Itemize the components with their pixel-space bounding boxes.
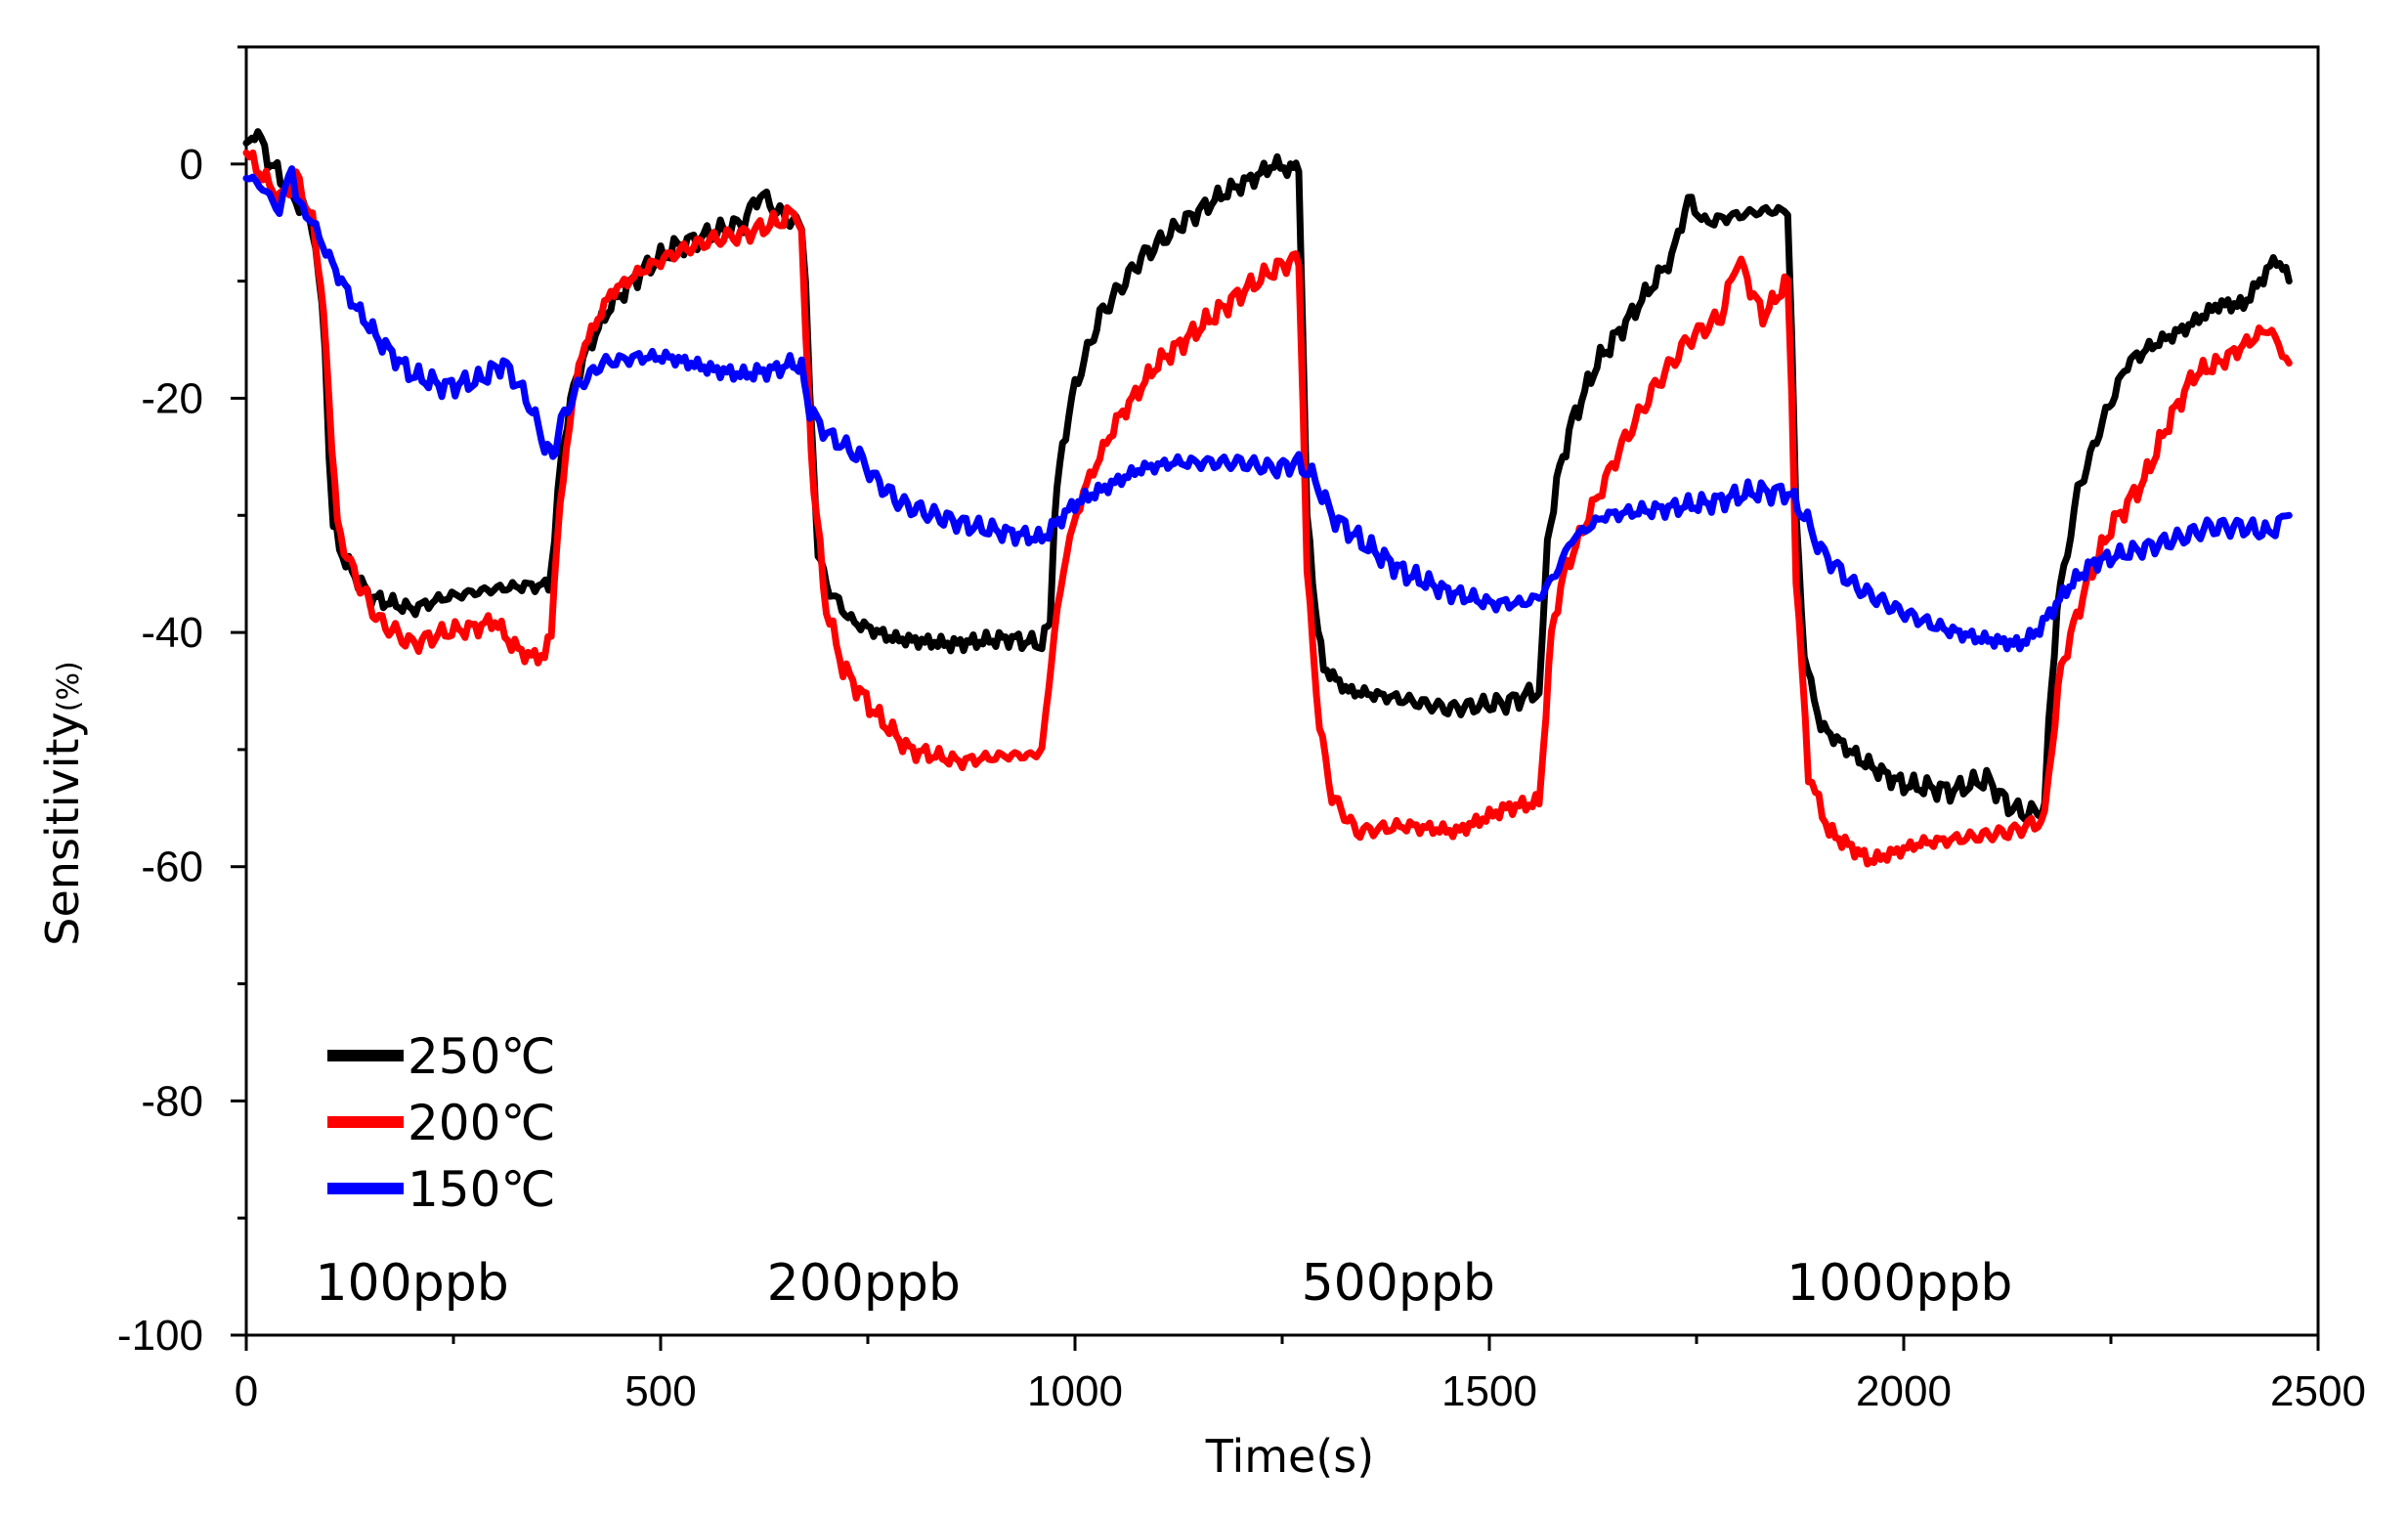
concentration-label: 500ppb: [1302, 1254, 1495, 1313]
legend-label: 200℃: [408, 1095, 556, 1151]
plot-frame: [244, 45, 2320, 1337]
concentration-label: 200ppb: [767, 1254, 961, 1313]
x-tick-label: 1000: [1027, 1367, 1123, 1415]
ticks: 0 500 1000 1500 2000 2500 0 -20 -40 -60 -80 -100: [117, 45, 2366, 1415]
x-tick-label: 1500: [1441, 1367, 1537, 1415]
series-group: [242, 128, 2293, 868]
y-axis-label: Sensitivity: [36, 712, 89, 945]
concentration-annotations: 100ppb 200ppb 500ppb 1000ppb: [315, 1254, 2012, 1313]
series-line-150: [242, 165, 2293, 653]
x-tick-label: 2000: [1856, 1367, 1952, 1415]
y-axis-unit: (%): [52, 661, 86, 712]
concentration-label: 1000ppb: [1786, 1254, 2012, 1313]
x-tick-label: 0: [235, 1367, 258, 1415]
y-axis-title: Sensitivity(%): [36, 661, 89, 945]
legend-label: 250℃: [408, 1028, 556, 1085]
x-tick-label: 500: [624, 1367, 696, 1415]
y-tick-label: -60: [141, 844, 203, 891]
x-tick-label: 2500: [2270, 1367, 2366, 1415]
legend-label: 150℃: [408, 1161, 556, 1218]
y-tick-label: -100: [117, 1312, 203, 1360]
y-tick-label: 0: [180, 141, 203, 189]
x-axis-title: Time(s): [1205, 1430, 1374, 1483]
svg-text:Sensitivity(%): Sensitivity(%): [36, 661, 89, 945]
series-line-250: [242, 128, 2293, 823]
legend: 250℃ 200℃ 150℃: [327, 1028, 556, 1218]
concentration-label: 100ppb: [315, 1254, 508, 1313]
y-tick-label: -20: [141, 374, 203, 422]
axes: [244, 45, 2320, 1337]
y-tick-label: -40: [141, 609, 203, 657]
y-tick-label: -80: [141, 1077, 203, 1125]
series-line-200: [242, 149, 2293, 868]
